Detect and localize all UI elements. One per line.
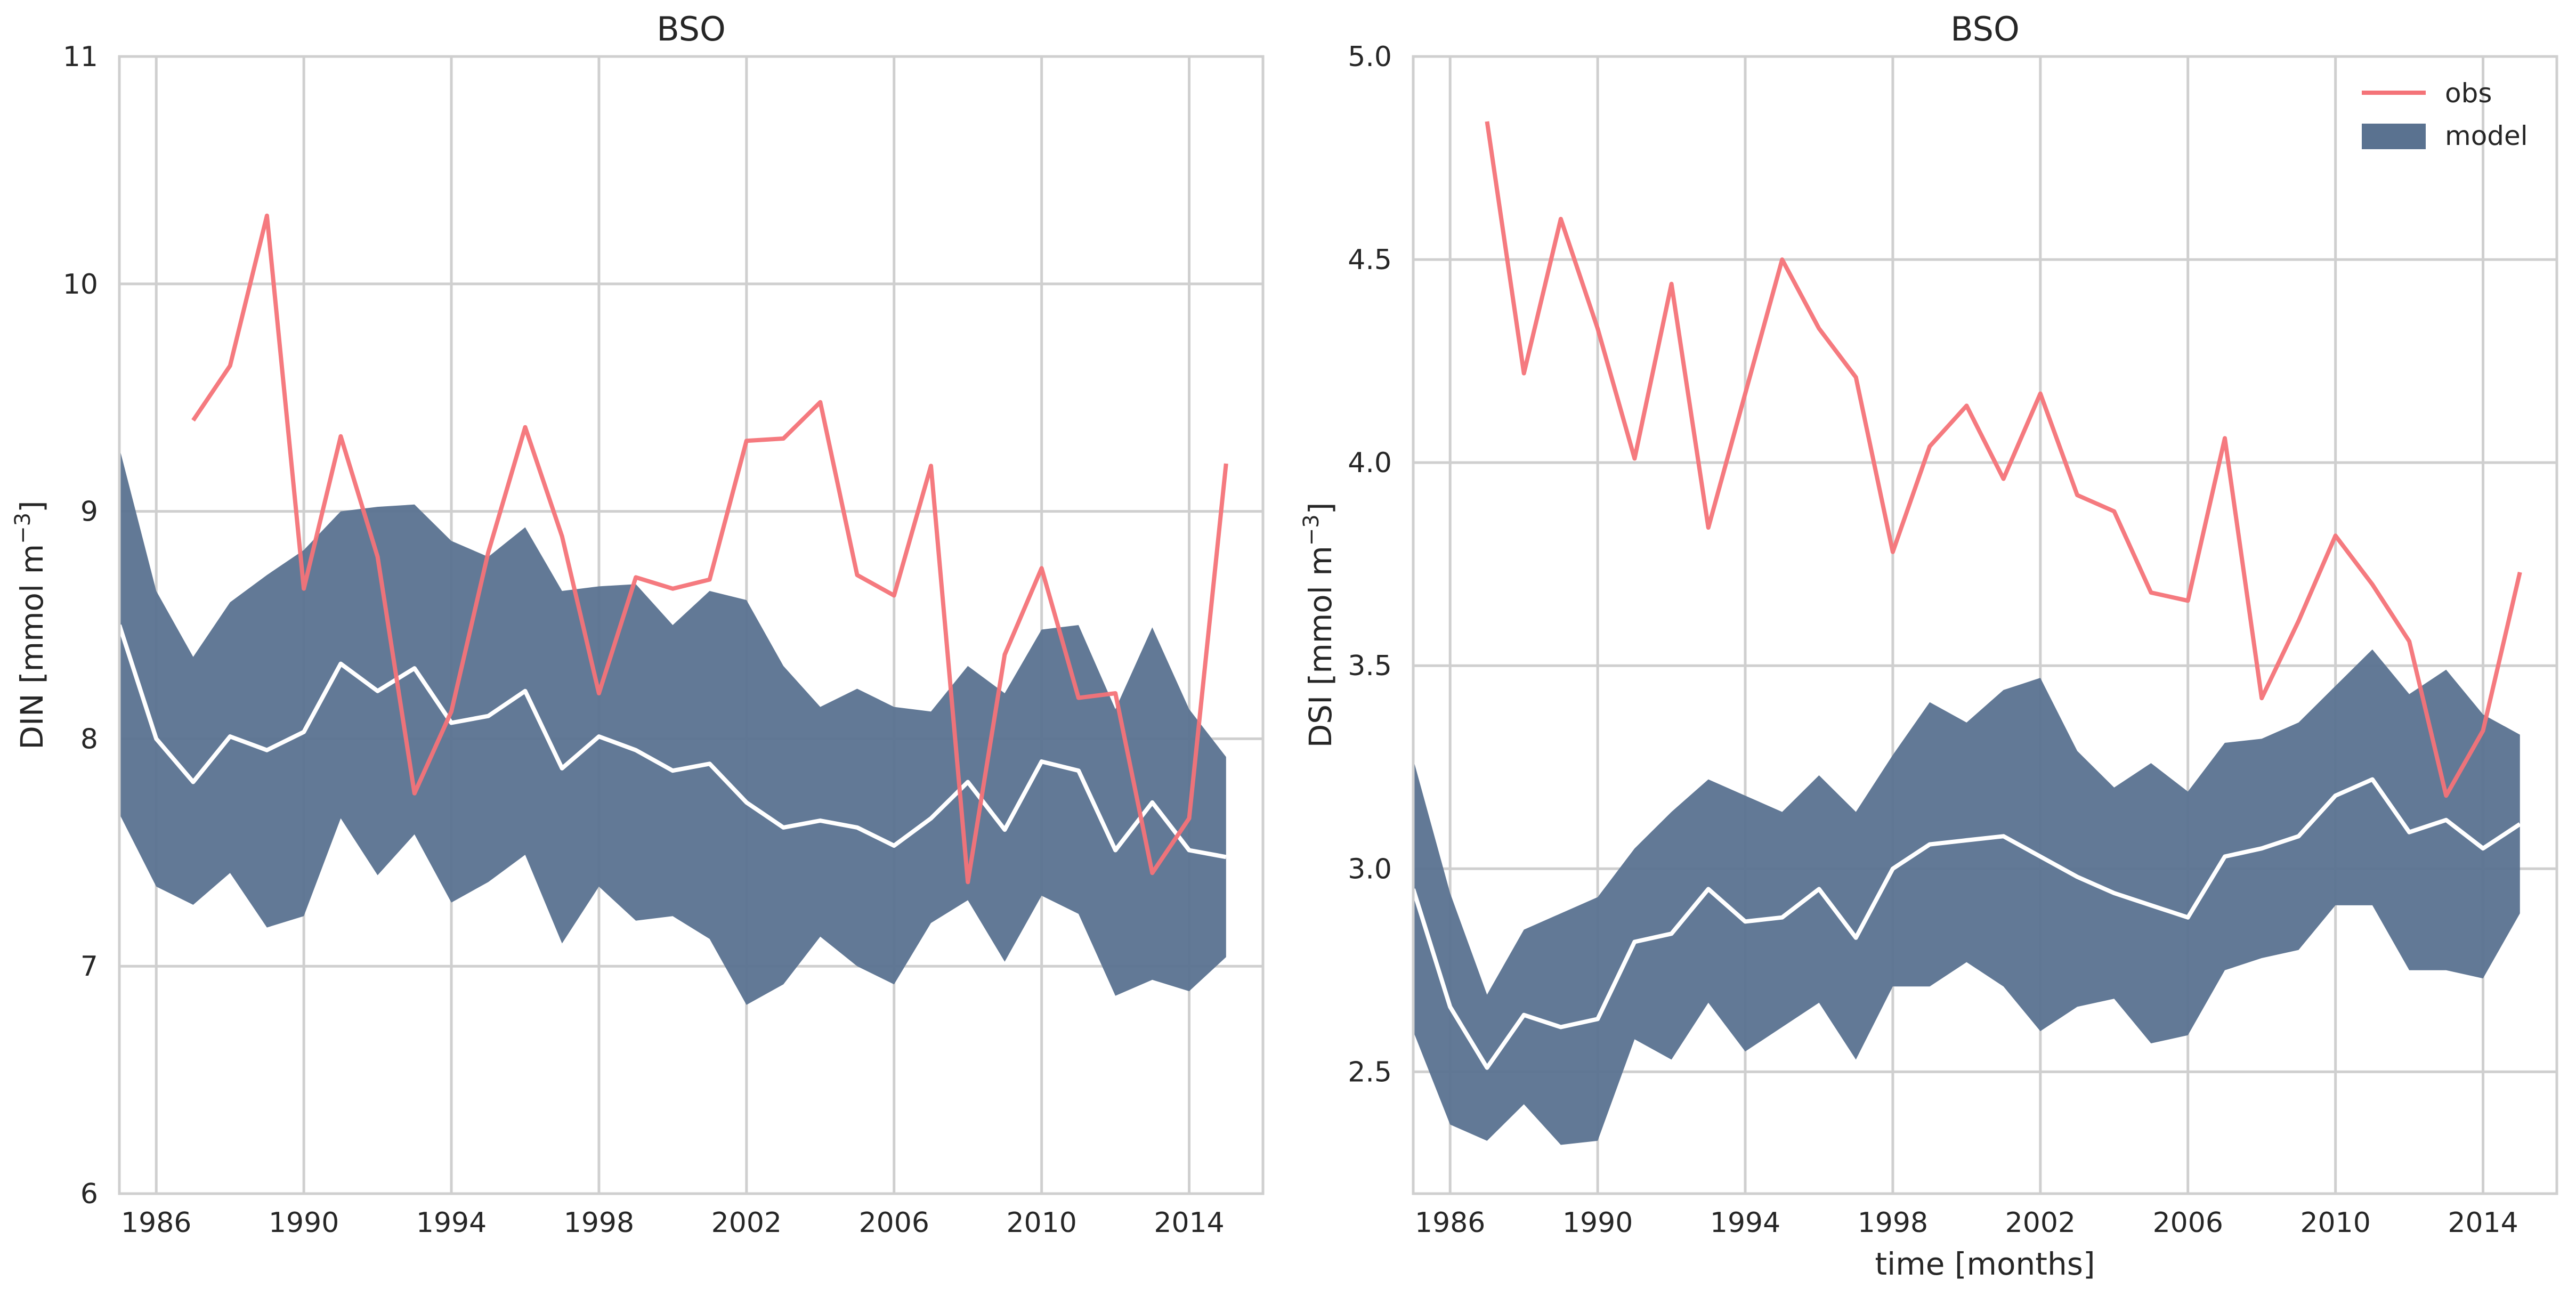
dsi-legend: obs model [2362,78,2528,151]
dsi-y-axis-label: DSI [mmol m−3] [1299,502,1339,748]
x-tick-label: 1990 [1562,1207,1633,1239]
dsi-x-tick-labels: 1986 1990 1994 1998 2002 2006 2010 2014 [1415,1207,2518,1239]
din-axes-frame [118,55,1265,1195]
din-y-axis-label: DIN [mmol m−3] [11,500,50,749]
y-tick-label: 4.5 [1348,244,1392,276]
x-tick-label: 2014 [2448,1207,2518,1239]
model-mean-line [117,624,1227,860]
din-chart-title: BSO [657,10,726,48]
dsi-axes-frame [1412,55,2558,1195]
model-mean-line [1411,777,2522,1070]
legend-obs-label: obs [2445,78,2492,109]
y-tick-label: 11 [63,41,98,73]
x-tick-label: 1994 [416,1207,487,1239]
obs-line [191,213,1228,885]
y-tick-label: 9 [80,496,98,528]
x-tick-label: 1990 [269,1207,339,1239]
x-tick-label: 2014 [1154,1207,1224,1239]
x-tick-label: 2002 [711,1207,782,1239]
din-panel: 1986 1990 1994 1998 2002 2006 2010 2014 6 7 8 9 10 1… [11,10,1265,1239]
x-tick-label: 2006 [859,1207,929,1239]
y-tick-label: 3.5 [1348,650,1392,682]
legend-model-label: model [2445,120,2528,151]
model-range-band [119,448,1226,1005]
y-tick-label: 10 [63,269,98,301]
obs-line [1485,121,2522,798]
dsi-x-axis-label: time [months] [1875,1246,2095,1282]
x-tick-label: 1998 [564,1207,634,1239]
y-tick-label: 3.0 [1348,853,1392,885]
din-y-tick-labels: 6 7 8 9 10 11 [63,41,98,1210]
x-tick-label: 2010 [1006,1207,1076,1239]
x-tick-label: 2002 [2005,1207,2076,1239]
x-tick-label: 1986 [1415,1207,1485,1239]
x-tick-label: 2010 [2300,1207,2370,1239]
din-x-tick-labels: 1986 1990 1994 1998 2002 2006 2010 2014 [121,1207,1225,1239]
y-tick-label: 4.0 [1348,447,1392,479]
y-tick-label: 2.5 [1348,1056,1392,1088]
model-range-band [1413,649,2520,1145]
din-series-layer [117,213,1228,1005]
y-tick-label: 7 [80,951,98,983]
x-tick-label: 2006 [2153,1207,2223,1239]
dsi-panel: 1986 1990 1994 1998 2002 2006 2010 2014 2.5 3.0 3… [1299,10,2558,1282]
dsi-y-tick-labels: 2.5 3.0 3.5 4.0 4.5 5.0 [1348,41,1392,1088]
dsi-chart-title: BSO [1950,10,2020,48]
x-tick-label: 1994 [1710,1207,1780,1239]
dsi-series-layer [1411,121,2522,1145]
y-tick-label: 8 [80,723,98,755]
x-tick-label: 1986 [121,1207,191,1239]
x-tick-label: 1998 [1858,1207,1928,1239]
legend-model-swatch [2362,124,2426,149]
y-tick-label: 5.0 [1348,41,1392,73]
y-tick-label: 6 [80,1178,98,1210]
